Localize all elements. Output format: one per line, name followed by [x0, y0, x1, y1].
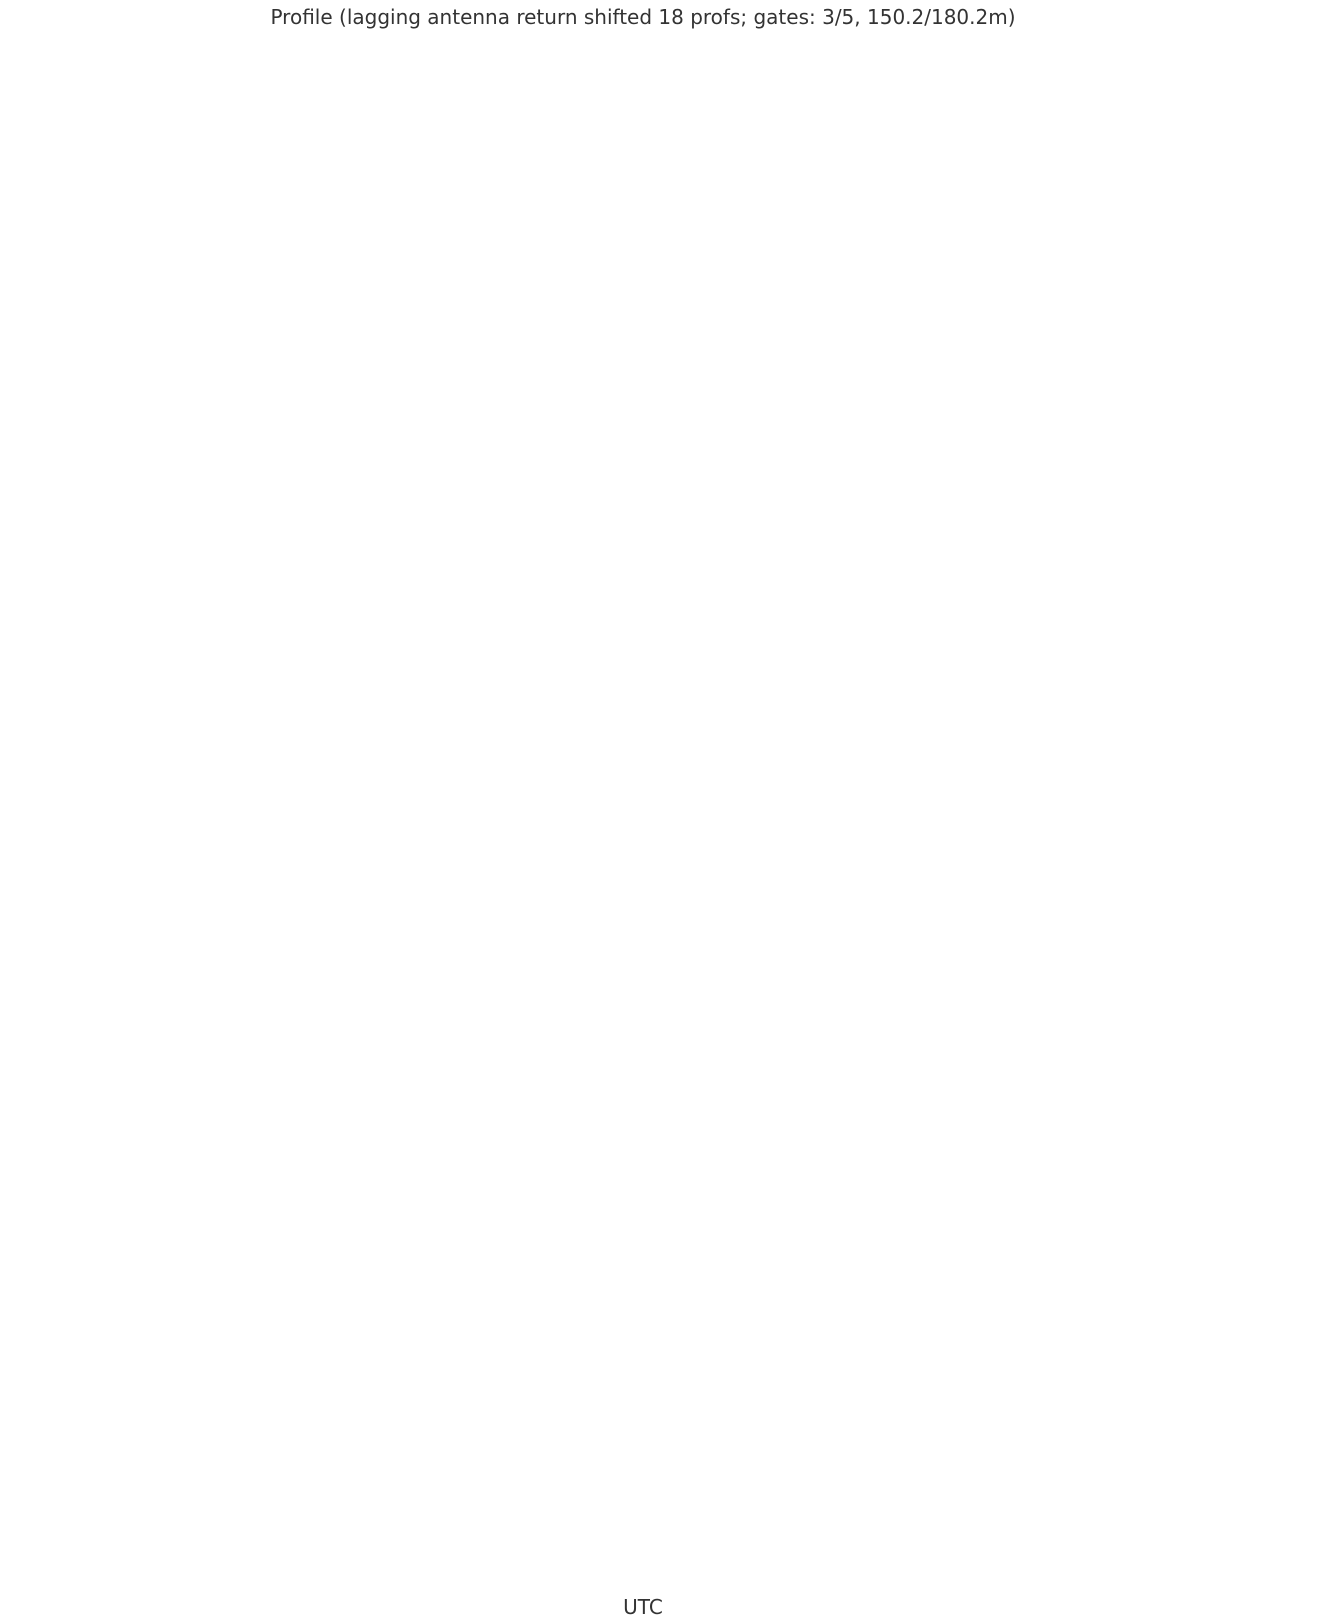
x-axis-label: UTC — [623, 1595, 663, 1619]
figure-title: Profile (lagging antenna return shifted … — [270, 5, 1015, 29]
